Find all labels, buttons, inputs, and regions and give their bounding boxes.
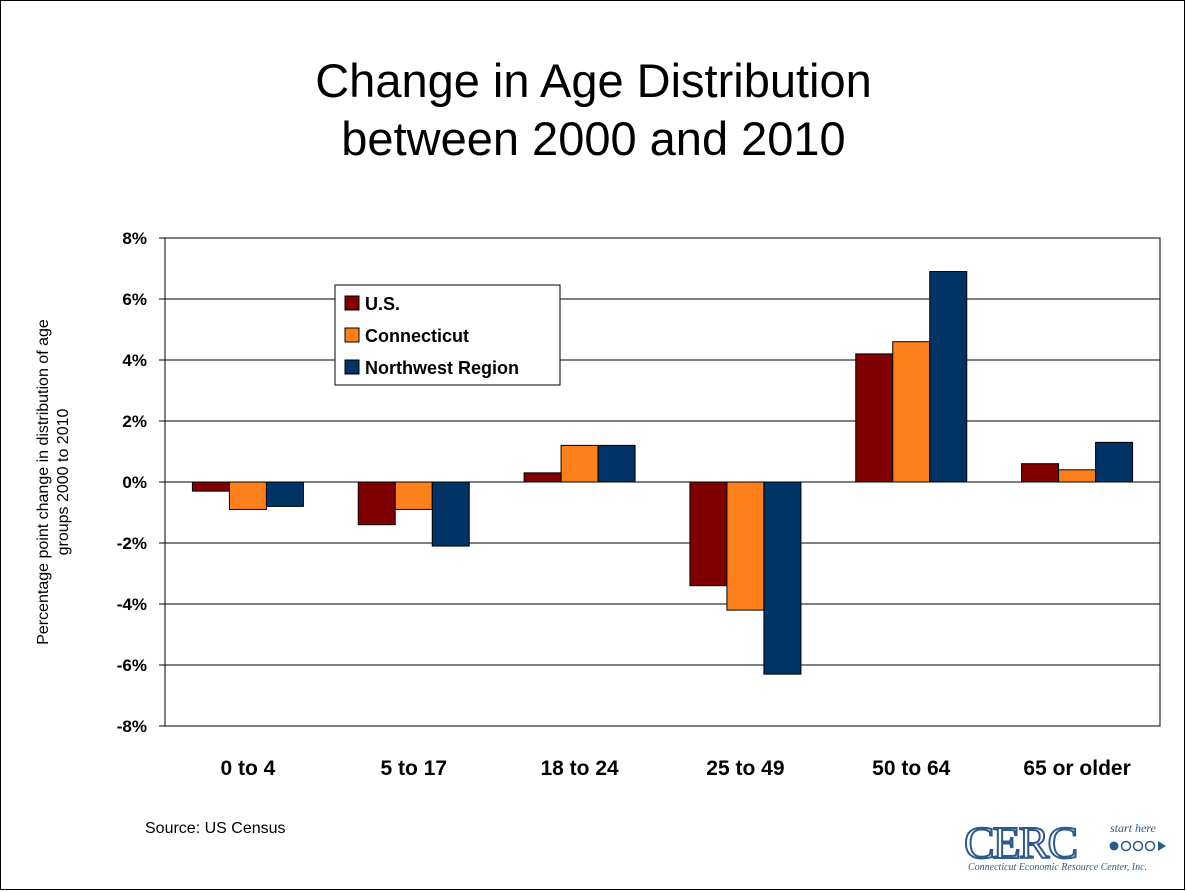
x-tick-label: 65 or older [1023, 757, 1130, 780]
bar [523, 472, 562, 483]
bar [265, 481, 304, 507]
legend-box [334, 284, 561, 386]
bar [1058, 469, 1097, 483]
legend-swatch [344, 359, 360, 375]
bar [560, 444, 599, 483]
bar [929, 271, 968, 483]
legend-swatch [344, 295, 360, 311]
legend-swatch [344, 327, 360, 343]
x-tick-label: 50 to 64 [872, 757, 951, 780]
cerc-logo-letters: CERC [964, 817, 1076, 868]
chart-title-line-1: Change in Age Distribution [315, 54, 872, 107]
bar [726, 481, 765, 611]
x-tick-label: 5 to 17 [380, 757, 447, 780]
legend-label: U.S. [365, 294, 400, 314]
y-tick-label: 4% [122, 351, 147, 370]
plot-area-border [164, 237, 1161, 727]
bar [892, 341, 931, 483]
bar [191, 481, 230, 492]
chart-title-line-2: between 2000 and 2010 [341, 112, 846, 165]
bar [228, 481, 267, 510]
y-tick-label: -8% [117, 717, 147, 736]
bar [431, 481, 470, 547]
y-tick-label: 8% [122, 229, 147, 248]
cerc-logo: CERC start here Connecticut Economic Res… [960, 810, 1175, 880]
legend-label: Connecticut [365, 326, 469, 346]
y-tick-label: -6% [117, 656, 147, 675]
bar [1095, 441, 1134, 483]
y-tick-label: -4% [117, 595, 147, 614]
y-tick-label: 0% [122, 473, 147, 492]
y-axis-label: Percentage point change in distribution … [35, 319, 72, 645]
legend-label: Northwest Region [365, 358, 519, 378]
bar [1021, 463, 1060, 483]
chart-title: Change in Age Distribution between 2000 … [0, 52, 1187, 168]
x-tick-label: 18 to 24 [540, 757, 619, 780]
source-note: Source: US Census [145, 820, 286, 837]
bar [597, 444, 636, 483]
cerc-logo-subtitle: Connecticut Economic Resource Center, In… [968, 862, 1148, 873]
cerc-logo-tagline: start here [1110, 821, 1157, 835]
y-tick-label: 2% [122, 412, 147, 431]
y-tick-label: -2% [117, 534, 147, 553]
x-tick-label: 0 to 4 [220, 757, 275, 780]
bar [357, 481, 396, 526]
bar [763, 481, 802, 675]
x-tick-label: 25 to 49 [706, 757, 784, 780]
bar [855, 353, 894, 483]
y-tick-label: 6% [122, 290, 147, 309]
bar [394, 481, 433, 510]
bar [689, 481, 728, 587]
cerc-logo-mark: CERC start here [963, 816, 1166, 869]
